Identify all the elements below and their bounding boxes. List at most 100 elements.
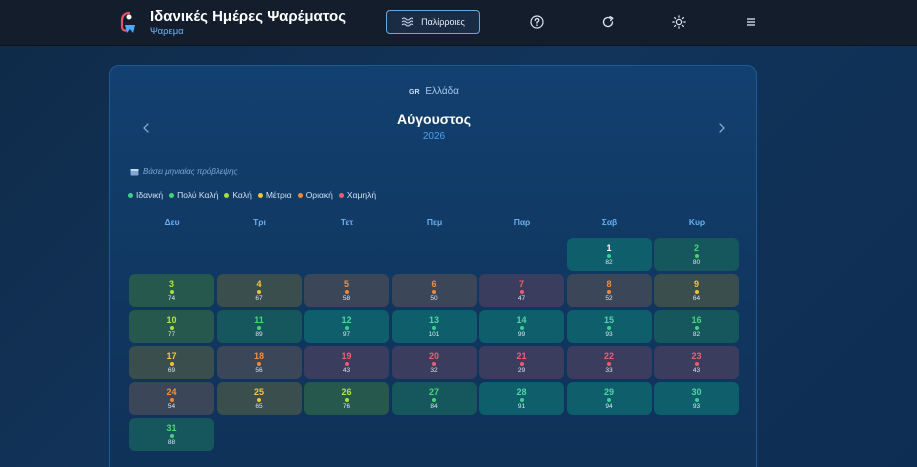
- legend-dot: [338, 192, 344, 198]
- day-number: 27: [428, 386, 439, 397]
- day-score: 88: [167, 438, 176, 446]
- day-number: 14: [516, 314, 527, 325]
- theme-toggle-button[interactable]: [671, 14, 687, 30]
- day-score: 29: [517, 366, 526, 374]
- legend-item: Πολύ Καλή: [169, 190, 218, 200]
- calendar-day[interactable]: 21 29: [479, 346, 564, 379]
- chevron-left-icon: [143, 123, 149, 133]
- calendar-day[interactable]: 2 80: [654, 238, 739, 271]
- day-number: 9: [693, 278, 699, 289]
- day-number: 6: [431, 278, 437, 289]
- rating-dot: [344, 397, 349, 402]
- country-name: Ελλάδα: [425, 86, 459, 97]
- rating-dot: [257, 325, 261, 330]
- legend-item: Καλή: [224, 190, 252, 200]
- calendar-day[interactable]: 1 82: [566, 238, 652, 271]
- calendar-day[interactable]: 25 65: [216, 382, 302, 415]
- day-score: 47: [517, 294, 526, 302]
- day-number: 24: [166, 386, 177, 397]
- next-month-button[interactable]: [715, 121, 729, 135]
- rating-dot: [519, 325, 524, 330]
- chevron-right-icon: [719, 123, 725, 133]
- day-number: 29: [603, 386, 614, 397]
- calendar-day[interactable]: 19 43: [304, 346, 389, 379]
- rating-dot: [432, 361, 436, 366]
- legend-item: Ιδανική: [128, 190, 163, 200]
- previous-month-button[interactable]: [139, 121, 153, 135]
- calendar-day[interactable]: 27 84: [391, 382, 477, 415]
- day-score: 43: [342, 366, 351, 374]
- calendar-day[interactable]: 17 69: [129, 346, 214, 379]
- calendar-day[interactable]: 5 58: [304, 274, 389, 307]
- day-number: 3: [168, 278, 174, 289]
- day-score: 54: [167, 402, 176, 410]
- calendar-day[interactable]: 3 74: [129, 274, 214, 307]
- calendar-day[interactable]: 31 88: [129, 418, 214, 451]
- calendar-day[interactable]: 15 93: [566, 310, 652, 343]
- calendar-day[interactable]: 18 56: [216, 346, 302, 379]
- calendar-day[interactable]: 11 89: [216, 310, 302, 343]
- rating-dot: [694, 253, 699, 258]
- waves-icon: [401, 17, 414, 27]
- tides-button-label: Παλίρροιες: [421, 17, 465, 27]
- legend-dot: [297, 192, 303, 198]
- calendar-day[interactable]: 29 94: [566, 382, 652, 415]
- calendar-day[interactable]: 30 93: [654, 382, 739, 415]
- calendar-day[interactable]: 14 99: [479, 310, 564, 343]
- rating-dot: [519, 397, 524, 402]
- calendar-day[interactable]: 26 76: [304, 382, 389, 415]
- day-score: 82: [692, 330, 701, 338]
- day-score: 43: [692, 366, 701, 374]
- refresh-icon: [602, 15, 614, 28]
- calendar-day[interactable]: 7 47: [479, 274, 564, 307]
- menu-button[interactable]: [743, 14, 759, 30]
- refresh-button[interactable]: [600, 14, 616, 30]
- month-title: Αύγουστος: [396, 111, 471, 127]
- calendar-day[interactable]: 4 67: [216, 274, 302, 307]
- rating-dot: [257, 361, 261, 366]
- legend-label: Μέτρια: [265, 190, 292, 200]
- calendar-day[interactable]: 10 77: [129, 310, 214, 343]
- rating-dot: [694, 397, 699, 402]
- day-score: 33: [605, 366, 613, 374]
- calendar-day[interactable]: 8 52: [566, 274, 652, 307]
- rating-dot: [169, 361, 174, 366]
- calendar-card: GR Ελλάδα Αύγουστος 2026 Βάσει μηνιαίας …: [109, 65, 757, 467]
- legend-label: Πολύ Καλή: [177, 190, 219, 200]
- day-number: 8: [606, 278, 612, 289]
- rating-dot: [169, 325, 174, 330]
- day-score: 32: [430, 366, 438, 374]
- rating-dot: [694, 289, 699, 294]
- legend-item: Μέτρια: [257, 190, 292, 200]
- legend-dot: [224, 192, 230, 198]
- forecast-basis-text: Βάσει μηνιαίας πρόβλεψης: [143, 167, 238, 176]
- country-label: GR Ελλάδα: [110, 86, 758, 97]
- rating-dot: [607, 325, 611, 330]
- calendar-day[interactable]: 24 54: [129, 382, 214, 415]
- rating-dot: [257, 397, 261, 402]
- weekday-label: Σαβ: [601, 217, 618, 227]
- calendar-day[interactable]: 9 64: [654, 274, 739, 307]
- day-score: 84: [430, 402, 438, 410]
- rating-dot: [169, 397, 174, 402]
- day-score: 89: [255, 330, 263, 338]
- calendar-day[interactable]: 12 97: [304, 310, 389, 343]
- day-number: 23: [691, 350, 702, 361]
- calendar-day[interactable]: 13 101: [391, 310, 477, 343]
- rating-dot: [169, 433, 174, 438]
- calendar-day[interactable]: 22 33: [566, 346, 652, 379]
- rating-dot: [432, 397, 436, 402]
- calendar-day[interactable]: 23 43: [654, 346, 739, 379]
- day-number: 18: [253, 350, 264, 361]
- calendar-day[interactable]: 28 91: [479, 382, 564, 415]
- calendar-day[interactable]: 20 32: [391, 346, 477, 379]
- day-score: 64: [692, 294, 701, 302]
- day-number: 2: [693, 242, 699, 253]
- calendar-day[interactable]: 6 50: [391, 274, 477, 307]
- help-button[interactable]: [529, 14, 545, 30]
- calendar-day[interactable]: 16 82: [654, 310, 739, 343]
- day-number: 16: [691, 314, 702, 325]
- tides-button[interactable]: Παλίρροιες: [386, 10, 480, 34]
- legend-item: Οριακή: [297, 190, 333, 200]
- app-title: Ιδανικές Ημέρες Ψαρέματος: [150, 8, 347, 25]
